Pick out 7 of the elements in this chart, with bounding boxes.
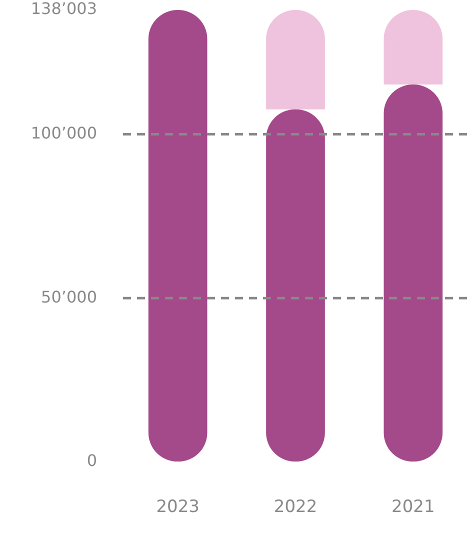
text: 0 <box>86 450 97 470</box>
text: 138’003 <box>30 0 97 18</box>
x-tick-label: 2021 <box>392 497 435 518</box>
text: 50’000 <box>41 287 97 306</box>
x-tick-label: 2023 <box>156 497 200 518</box>
text: 100’000 <box>30 123 97 142</box>
x-tick-label: 2022 <box>274 497 318 518</box>
